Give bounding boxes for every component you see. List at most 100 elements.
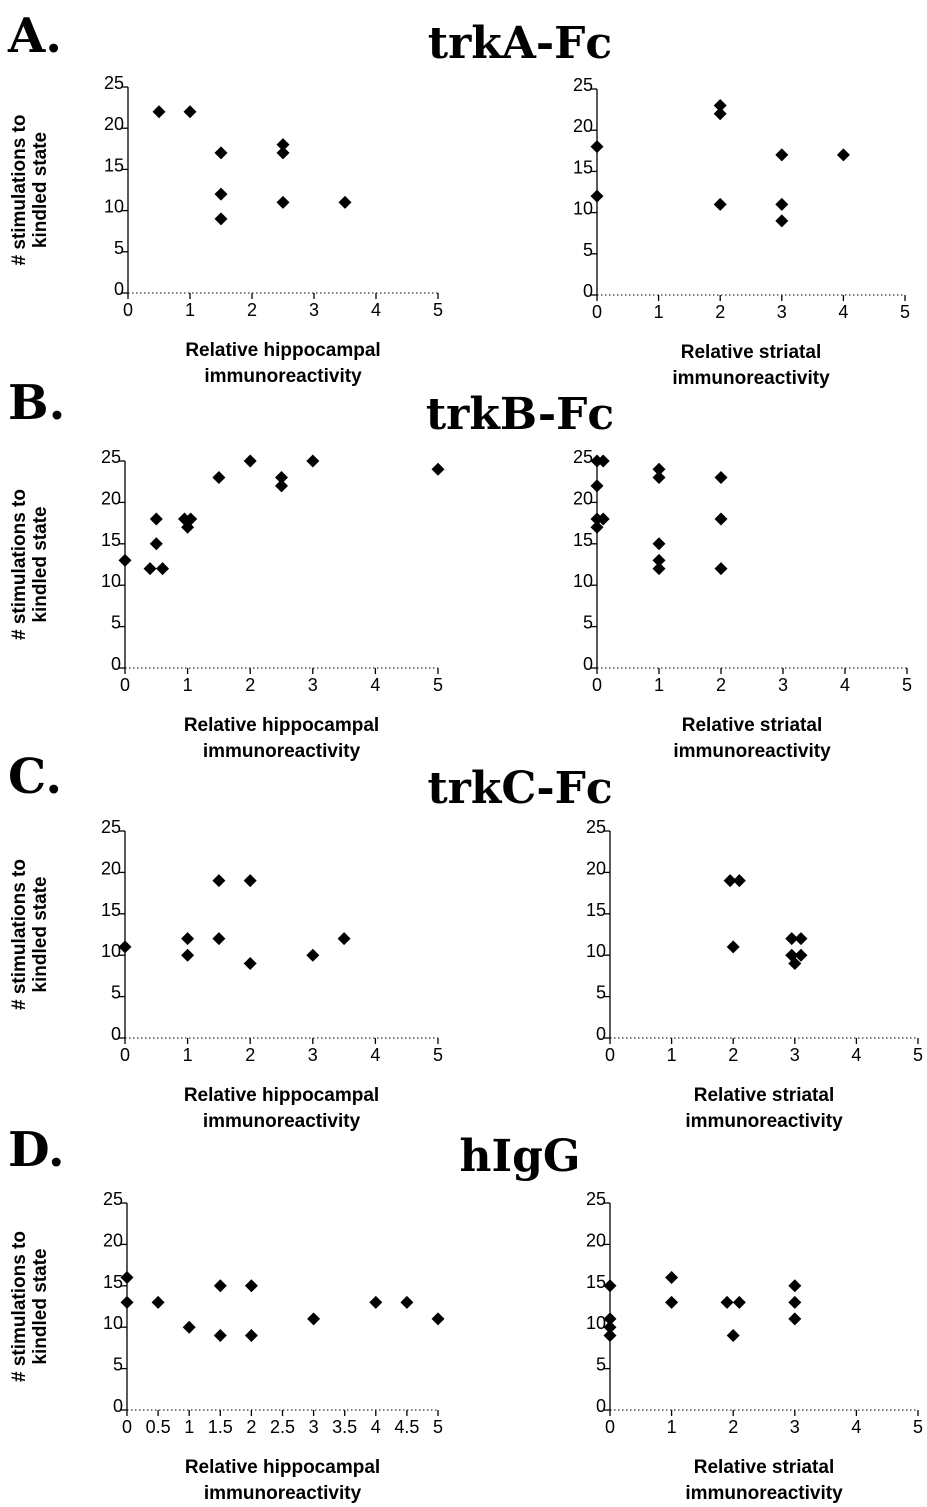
x-tick-label: 1 bbox=[667, 1417, 677, 1437]
x-tick-label: 3 bbox=[778, 675, 788, 695]
x-tick-label: 5 bbox=[913, 1045, 923, 1065]
data-point bbox=[665, 1295, 679, 1309]
x-tick-label: 3 bbox=[308, 1045, 318, 1065]
x-tick-label: 0 bbox=[605, 1045, 615, 1065]
y-axis-label: kindled state bbox=[30, 876, 51, 992]
data-point bbox=[603, 1320, 617, 1334]
y-tick-label: 15 bbox=[573, 530, 593, 550]
data-point bbox=[714, 471, 728, 485]
data-point bbox=[120, 1271, 134, 1285]
x-tick-label: 1 bbox=[654, 302, 664, 322]
data-point bbox=[212, 471, 226, 485]
y-tick-label: 0 bbox=[596, 1396, 606, 1416]
x-tick-label: 3 bbox=[777, 302, 787, 322]
x-tick-label: 5 bbox=[433, 675, 443, 695]
data-point bbox=[244, 1279, 258, 1293]
data-point bbox=[243, 956, 257, 970]
y-tick-label: 25 bbox=[103, 1189, 123, 1209]
data-point bbox=[431, 1312, 445, 1326]
x-tick-label: 2 bbox=[728, 1417, 738, 1437]
data-point bbox=[182, 1320, 196, 1334]
chart-7: D. hIgG 0 5 10 15 20 25 0 0.5 1 1.5 2 2.5 3 3.5 4 4.5 5 Rel… bbox=[8, 1122, 580, 1504]
data-point bbox=[775, 148, 789, 162]
data-point bbox=[794, 932, 808, 946]
x-tick-label: 2 bbox=[245, 1045, 255, 1065]
x-tick-label: 3 bbox=[790, 1417, 800, 1437]
y-tick-label: 5 bbox=[596, 1355, 606, 1375]
data-point bbox=[184, 512, 198, 526]
chart-8: 0 5 10 15 20 25 0 1 2 3 4 5 Relative striatal immunor… bbox=[586, 1189, 923, 1504]
chart-3: B. trkB-Fc 0 5 10 15 20 25 0 1 2 3 4 5 Relative hippoc… bbox=[8, 375, 614, 762]
data-point bbox=[118, 553, 132, 567]
y-tick-label: 20 bbox=[104, 114, 124, 134]
y-tick-label: 20 bbox=[101, 858, 121, 878]
data-point bbox=[590, 479, 604, 493]
y-tick-label: 5 bbox=[111, 613, 121, 633]
x-tick-label: 0 bbox=[605, 1417, 615, 1437]
data-point bbox=[788, 1295, 802, 1309]
data-point bbox=[143, 562, 157, 576]
y-tick-label: 25 bbox=[101, 817, 121, 837]
x-tick-label: 2 bbox=[716, 675, 726, 695]
data-point bbox=[120, 1295, 134, 1309]
data-point bbox=[306, 454, 320, 468]
x-axis-label: Relative striatal bbox=[694, 1457, 834, 1478]
x-tick-label: 1.5 bbox=[208, 1417, 233, 1437]
x-tick-label: 5 bbox=[433, 300, 443, 320]
y-tick-label: 0 bbox=[596, 1024, 606, 1044]
data-point bbox=[369, 1295, 383, 1309]
data-point bbox=[214, 187, 228, 201]
chart-5: C. trkC-Fc 0 5 10 15 20 25 0 1 2 3 4 5 Relative hippoc… bbox=[8, 749, 613, 1132]
data-point bbox=[183, 105, 197, 119]
x-tick-label: 4 bbox=[851, 1045, 861, 1065]
y-tick-label: 5 bbox=[114, 238, 124, 258]
x-tick-label: 0 bbox=[122, 1417, 132, 1437]
data-point bbox=[152, 105, 166, 119]
data-point bbox=[307, 1312, 321, 1326]
x-tick-label: 5 bbox=[900, 302, 910, 322]
x-tick-label: 4 bbox=[838, 302, 848, 322]
chart-4: 0 5 10 15 20 25 0 1 2 3 4 5 Relative striatal immunor… bbox=[573, 447, 912, 762]
data-point bbox=[212, 874, 226, 888]
y-tick-label: 25 bbox=[573, 447, 593, 467]
x-tick-label: 4 bbox=[840, 675, 850, 695]
x-tick-label: 0 bbox=[120, 675, 130, 695]
x-tick-label: 2 bbox=[245, 675, 255, 695]
data-point bbox=[151, 1295, 165, 1309]
x-tick-label: 5 bbox=[433, 1417, 443, 1437]
x-tick-label: 2 bbox=[246, 1417, 256, 1437]
y-tick-label: 20 bbox=[103, 1230, 123, 1250]
data-point bbox=[243, 454, 257, 468]
data-point bbox=[213, 1328, 227, 1342]
y-tick-label: 10 bbox=[101, 571, 121, 591]
panel-letter: C. bbox=[8, 749, 62, 805]
panel-letter: B. bbox=[8, 375, 65, 431]
x-tick-label: 2 bbox=[715, 302, 725, 322]
data-point bbox=[276, 138, 290, 152]
chart-2: 0 5 10 15 20 25 0 1 2 3 4 5 Relative striatal immunor… bbox=[573, 75, 910, 389]
x-axis-label: Relative hippocampal bbox=[185, 1457, 380, 1478]
data-point bbox=[590, 189, 604, 203]
y-tick-label: 0 bbox=[114, 279, 124, 299]
x-axis-label: immunoreactivity bbox=[204, 366, 362, 387]
x-tick-label: 4 bbox=[370, 675, 380, 695]
data-point bbox=[596, 512, 610, 526]
panel-title: trkA-Fc bbox=[428, 18, 612, 69]
y-axis-label: # stimulations to bbox=[9, 859, 30, 1010]
data-point bbox=[720, 1295, 734, 1309]
y-tick-label: 5 bbox=[111, 983, 121, 1003]
data-point bbox=[149, 512, 163, 526]
data-point bbox=[603, 1328, 617, 1342]
data-point bbox=[652, 462, 666, 476]
data-point bbox=[732, 874, 746, 888]
data-point bbox=[713, 98, 727, 112]
data-point bbox=[713, 107, 727, 121]
y-axis-label: kindled state bbox=[30, 506, 51, 622]
y-tick-label: 5 bbox=[113, 1355, 123, 1375]
x-tick-label: 1 bbox=[184, 1417, 194, 1437]
data-point bbox=[337, 932, 351, 946]
x-axis-label: Relative striatal bbox=[681, 342, 821, 363]
data-point bbox=[665, 1271, 679, 1285]
data-point bbox=[275, 471, 288, 485]
y-tick-label: 15 bbox=[573, 157, 593, 177]
